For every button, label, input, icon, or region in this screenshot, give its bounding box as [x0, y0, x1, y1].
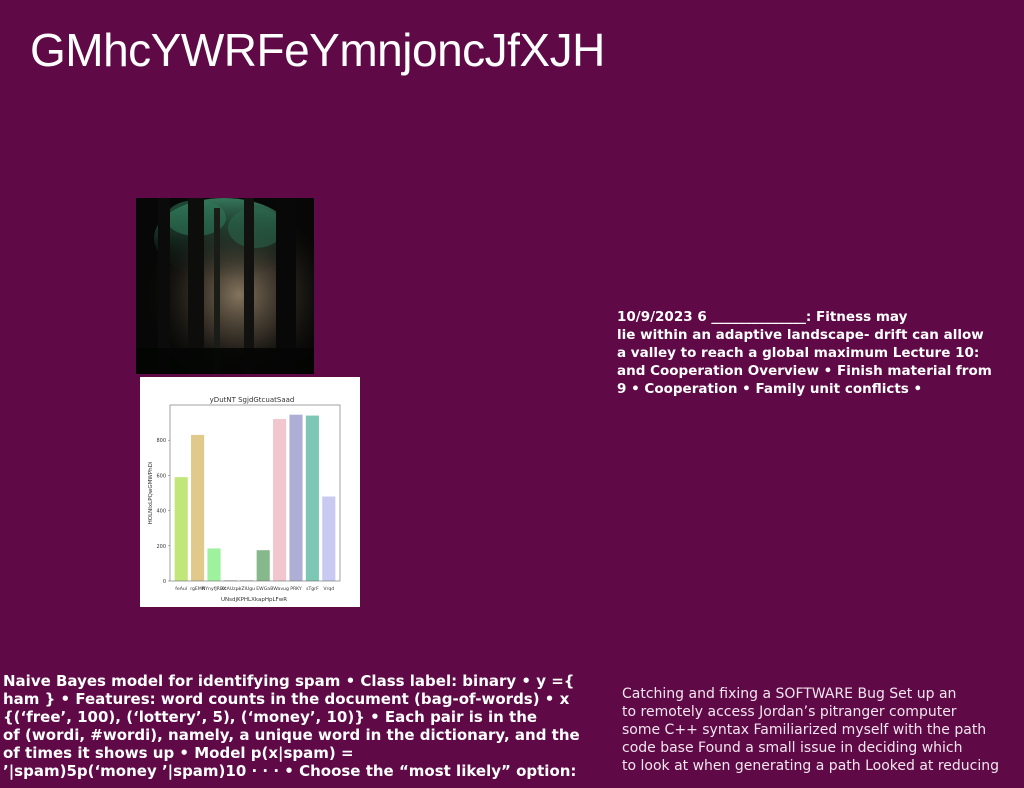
- x-tick-label: eZIUgu: [239, 586, 256, 592]
- software-bug-text: Catching and fixing a SOFTWARE Bug Set u…: [622, 685, 1022, 788]
- bar-EWGa: [256, 550, 270, 581]
- text-line: ham } • Features: word counts in the doc…: [3, 690, 570, 708]
- text-line: lie within an adaptive landscape- drift …: [617, 327, 984, 343]
- bar-PRKY: [289, 414, 303, 581]
- x-axis-label: UNsdjKPHLXkapHpLFwR: [221, 597, 287, 603]
- x-tick-label: EWGa: [256, 586, 270, 592]
- forest-photo: [136, 198, 314, 374]
- bar-rgEMR: [191, 434, 205, 581]
- y-axis-label: HOLNIxLPQwGMWPhDi: [148, 461, 154, 524]
- x-tick-label: Vrqd: [323, 586, 334, 592]
- y-tick-label: 800: [156, 438, 166, 444]
- page-title: GMhcYWRFeYmnjoncJfXJH: [30, 24, 605, 76]
- bar-NYnyfJRBX: [207, 548, 221, 581]
- bar-chart-card: yDutNT SgjdGtcuatSaad 0 200 400 600 800 feAul…: [140, 377, 360, 607]
- x-tick-label: NYnyfJRBX: [202, 586, 226, 592]
- text-line: 9 • Cooperation • Family unit conflicts …: [617, 381, 923, 397]
- naive-bayes-text: Naive Bayes model for identifying spam •…: [3, 672, 615, 788]
- text-line: a valley to reach a global maximum Lectu…: [617, 345, 980, 361]
- x-tick-label: sTgrF: [306, 586, 319, 592]
- bar-BWavug: [273, 419, 287, 581]
- x-tick-label: BWavug: [270, 586, 289, 592]
- text-line: code base Found a small issue in decidin…: [622, 740, 963, 756]
- y-tick-label: 200: [156, 544, 166, 550]
- text-line: ’|spam)5p(‘money ’|spam)10 · · · • Choos…: [3, 762, 577, 780]
- y-tick-label: 0: [163, 579, 166, 585]
- x-tick-label: feAul: [175, 586, 187, 592]
- chart-title: yDutNT SgjdGtcuatSaad: [210, 396, 295, 404]
- bar-sTgrF: [305, 415, 319, 581]
- text-line: {(‘free’, 100), (‘lottery’, 5), (‘money’…: [3, 708, 538, 726]
- bar-XcAUzpi: [223, 580, 237, 581]
- x-tick-label: rgEMR: [190, 586, 206, 592]
- text-line: 10/9/2023 6 ______________: Fitness may: [617, 309, 908, 325]
- text-line: some C++ syntax Familiarized myself with…: [622, 722, 987, 738]
- y-tick-label: 600: [156, 473, 166, 479]
- text-line: Catching and fixing a SOFTWARE Bug Set u…: [622, 686, 957, 702]
- x-tick-label: XcAUzpi: [221, 586, 240, 592]
- bar-feAul: [174, 477, 188, 581]
- text-line: of times it shows up • Model p(x|spam) =: [3, 744, 354, 762]
- bar-Vrqd: [322, 496, 336, 581]
- text-line: Naive Bayes model for identifying spam •…: [3, 672, 575, 690]
- bar-eZIUgu: [240, 580, 254, 581]
- text-line: to remotely access Jordan’s pitranger co…: [622, 704, 957, 720]
- lecture-notes-text: 10/9/2023 6 ______________: Fitness may …: [617, 308, 1017, 398]
- bar-chart: yDutNT SgjdGtcuatSaad 0 200 400 600 800 feAul…: [148, 396, 341, 603]
- text-line: and Cooperation Overview • Finish materi…: [617, 363, 992, 379]
- x-tick-label: PRKY: [290, 586, 302, 592]
- plot-frame: [169, 404, 341, 582]
- y-tick-label: 400: [156, 509, 166, 515]
- forest-photo-graphic: [136, 198, 314, 374]
- text-line: to look at when generating a path Looked…: [622, 758, 1000, 774]
- text-line: of (wordi, #wordi), namely, a unique wor…: [3, 726, 580, 744]
